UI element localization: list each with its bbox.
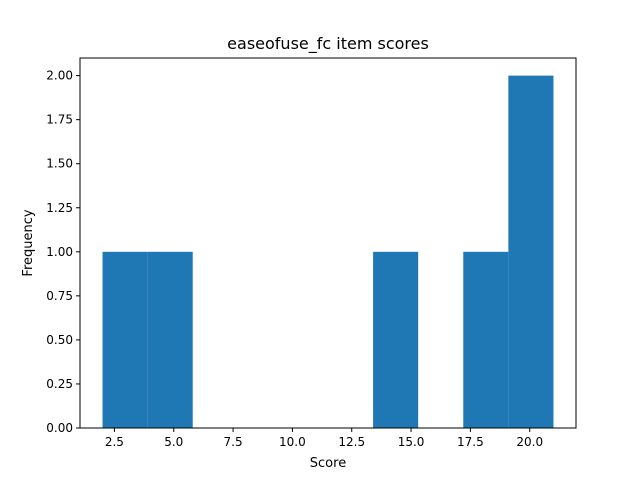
y-axis-label: Frequency — [21, 209, 36, 276]
y-tick-label: 1.00 — [46, 245, 73, 259]
y-tick-label: 1.50 — [46, 157, 73, 171]
histogram-bar-9 — [463, 251, 509, 428]
histogram-bar-7 — [373, 251, 419, 428]
y-tick-label: 2.00 — [46, 69, 73, 83]
x-tick-label: 5.0 — [164, 435, 183, 449]
histogram-bar-2 — [147, 251, 193, 428]
x-tick-label: 12.5 — [338, 435, 365, 449]
histogram-bar-1 — [102, 251, 148, 428]
x-tick-label: 10.0 — [279, 435, 306, 449]
chart-title: easeofuse_fc item scores — [227, 34, 429, 54]
x-tick-label: 7.5 — [224, 435, 243, 449]
y-tick-label: 0.00 — [46, 421, 73, 435]
x-ticks-group: 2.5 5.0 7.5 10.0 12.5 15.0 17.5 20.0 — [105, 428, 543, 449]
axes-frame — [79, 57, 577, 429]
histogram-bar-10 — [508, 75, 554, 428]
y-tick-label: 0.25 — [46, 377, 73, 391]
x-axis-label: Score — [310, 456, 346, 471]
y-tick-label: 1.25 — [46, 201, 73, 215]
bars-group — [102, 75, 554, 428]
y-tick-label: 0.75 — [46, 289, 73, 303]
x-tick-label: 2.5 — [105, 435, 124, 449]
x-tick-label: 17.5 — [457, 435, 484, 449]
x-tick-label: 20.0 — [516, 435, 543, 449]
y-tick-label: 0.50 — [46, 333, 73, 347]
y-ticks-group: 0.00 0.25 0.50 0.75 1.00 1.25 1.50 1.75 2.00 — [46, 69, 80, 435]
y-tick-label: 1.75 — [46, 113, 73, 127]
x-tick-label: 15.0 — [398, 435, 425, 449]
